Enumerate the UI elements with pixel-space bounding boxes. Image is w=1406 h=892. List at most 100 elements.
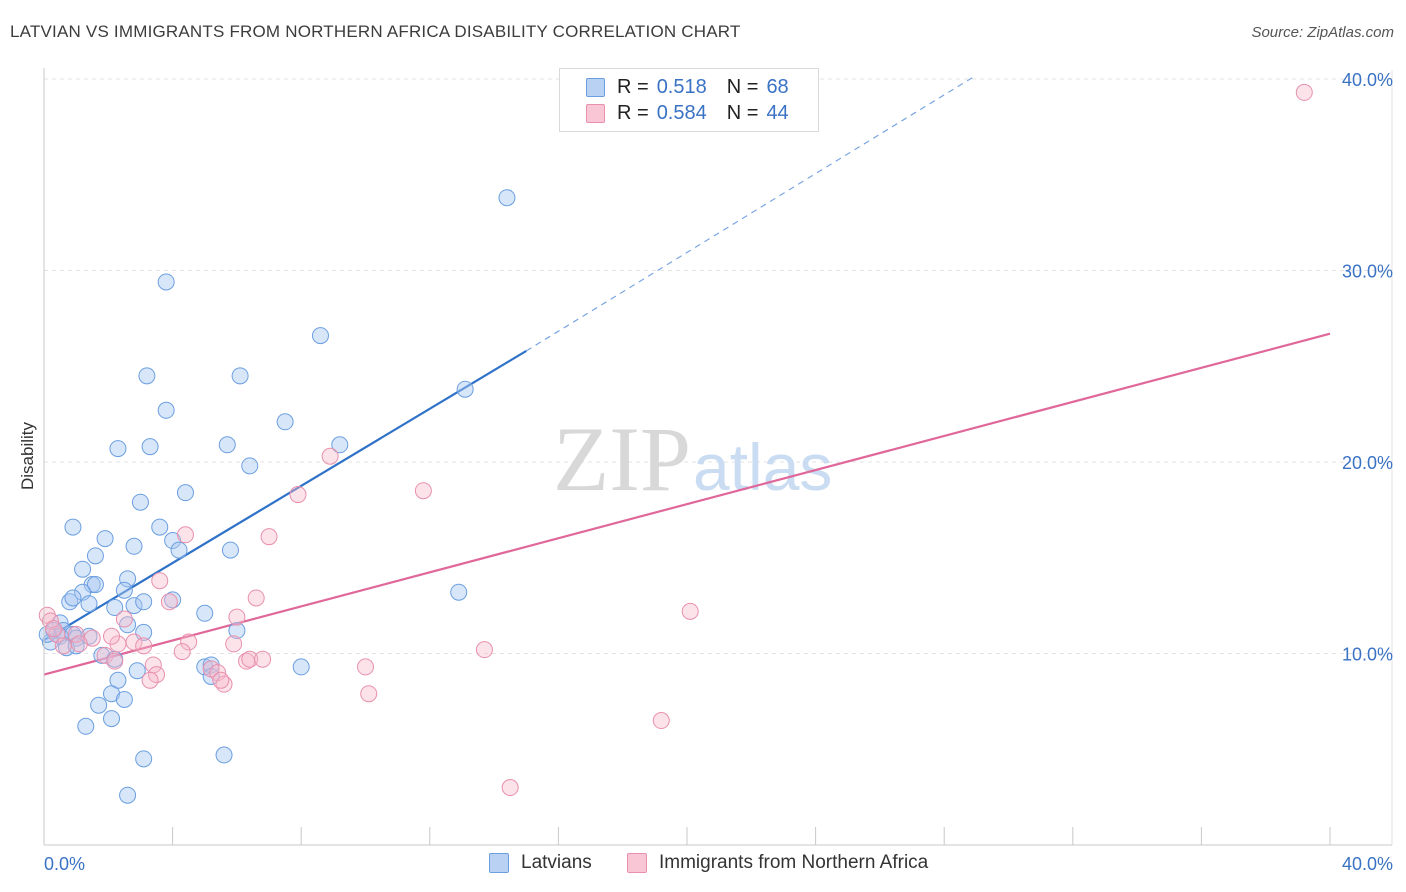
- x-tick-label: 40.0%: [1342, 854, 1393, 874]
- latvians-trend-line: [43, 349, 527, 642]
- legend-label-latvians: Latvians: [521, 852, 592, 873]
- r-value-immigrants: 0.584: [656, 101, 707, 124]
- latvians-point: [215, 746, 233, 764]
- legend-label-immigrants: Immigrants from Northern Africa: [659, 852, 929, 873]
- r-label: R =: [617, 75, 649, 98]
- latvians-point: [221, 541, 239, 559]
- legend-row-latvians: R = 0.518 N = 68: [586, 74, 789, 100]
- legend-row-immigrants: R = 0.584 N = 44: [586, 100, 789, 126]
- latvians-point: [141, 438, 159, 456]
- latvians-point: [125, 537, 143, 555]
- r-label: R =: [617, 101, 649, 124]
- immigrants-point: [321, 447, 339, 465]
- latvians-point: [170, 541, 188, 559]
- axes: 10.0% 20.0% 30.0% 40.0% 0.0% 40.0%: [43, 68, 1393, 874]
- immigrants-point: [357, 658, 374, 676]
- latvians-point: [164, 591, 182, 609]
- latvians-point: [231, 367, 249, 385]
- n-label: N =: [726, 101, 759, 124]
- n-value-latvians: 68: [766, 75, 789, 98]
- immigrants-point: [228, 608, 246, 626]
- watermark-atlas: atlas: [693, 430, 832, 504]
- latvians-point: [131, 493, 149, 511]
- y-tick-label: 20.0%: [1342, 453, 1393, 473]
- latvians-point: [106, 599, 124, 617]
- immigrants-point: [414, 482, 432, 500]
- legend-swatch-immigrants: [586, 103, 605, 123]
- immigrants-point: [103, 627, 121, 645]
- immigrants-point: [360, 685, 378, 703]
- immigrants-point: [115, 610, 133, 628]
- y-tick-label: 30.0%: [1342, 262, 1393, 282]
- latvians-point: [498, 189, 516, 207]
- immigrants-point: [173, 643, 191, 661]
- immigrants-point: [106, 652, 124, 670]
- latvians-point: [157, 401, 175, 419]
- latvians-point: [74, 560, 92, 578]
- watermark-zip: ZIP: [553, 408, 691, 510]
- latvians-point: [119, 786, 137, 804]
- immigrants-point: [180, 633, 198, 651]
- immigrants-point: [151, 572, 169, 590]
- immigrants-point: [225, 635, 243, 653]
- latvians-point: [456, 380, 474, 398]
- watermark: ZIPatlas: [553, 408, 832, 510]
- latvians-point: [109, 440, 127, 458]
- immigrants-point: [54, 637, 72, 655]
- latvians-point: [292, 658, 310, 676]
- immigrants-point: [241, 650, 259, 668]
- immigrants-point: [247, 589, 265, 607]
- latvians-point: [331, 436, 349, 454]
- immigrants-point: [501, 779, 519, 797]
- latvians-point: [241, 457, 259, 475]
- latvians-point: [176, 484, 194, 502]
- latvians-point: [64, 518, 82, 536]
- legend-swatch-latvians: [586, 77, 605, 97]
- latvians-point: [450, 583, 468, 601]
- latvians-point: [96, 530, 114, 548]
- legend-swatch-latvians: [489, 853, 509, 873]
- n-label: N =: [726, 75, 759, 98]
- r-value-latvians: 0.518: [656, 75, 707, 98]
- y-tick-label: 10.0%: [1342, 645, 1393, 665]
- latvians-point: [311, 327, 329, 345]
- immigrants-point: [148, 666, 166, 684]
- immigrants-point: [160, 593, 178, 611]
- immigrants-point: [254, 650, 272, 668]
- data-points: [38, 83, 1313, 804]
- gridlines: [44, 70, 1393, 845]
- latvians-point: [135, 750, 153, 768]
- latvians-point: [135, 593, 153, 611]
- immigrants-point: [212, 671, 230, 689]
- latvians-point: [90, 696, 108, 714]
- immigrants-point: [176, 526, 194, 544]
- chart-title: LATVIAN VS IMMIGRANTS FROM NORTHERN AFRI…: [10, 22, 741, 41]
- latvians-point: [196, 604, 214, 622]
- latvians-point: [276, 413, 294, 431]
- latvians-point: [228, 622, 246, 640]
- latvians-point: [218, 436, 236, 454]
- immigrants-point: [67, 625, 85, 643]
- x-tick-label: 0.0%: [44, 854, 85, 874]
- immigrants-point: [475, 641, 493, 659]
- stats-legend: R = 0.518 N = 68 R = 0.584 N = 44: [559, 68, 819, 132]
- legend-item-latvians[interactable]: Latvians: [489, 852, 592, 874]
- immigrants-point: [45, 620, 63, 638]
- latvians-point: [119, 616, 137, 634]
- immigrants-point: [96, 646, 114, 664]
- trend-lines: [43, 74, 1331, 676]
- immigrants-point: [652, 712, 670, 730]
- latvians-point: [115, 581, 133, 599]
- latvians-point: [103, 710, 121, 728]
- immigrants-point: [681, 602, 699, 620]
- latvians-point: [77, 717, 95, 735]
- latvians-point: [64, 589, 82, 607]
- y-tick-label: 40.0%: [1342, 70, 1393, 90]
- immigrants-point: [289, 486, 307, 504]
- series-legend: Latvians Immigrants from Northern Africa: [0, 852, 1406, 878]
- legend-item-immigrants[interactable]: Immigrants from Northern Africa: [627, 852, 928, 874]
- n-value-immigrants: 44: [766, 101, 789, 124]
- source-credit: Source: ZipAtlas.com: [1251, 24, 1394, 41]
- latvians-point: [138, 367, 156, 385]
